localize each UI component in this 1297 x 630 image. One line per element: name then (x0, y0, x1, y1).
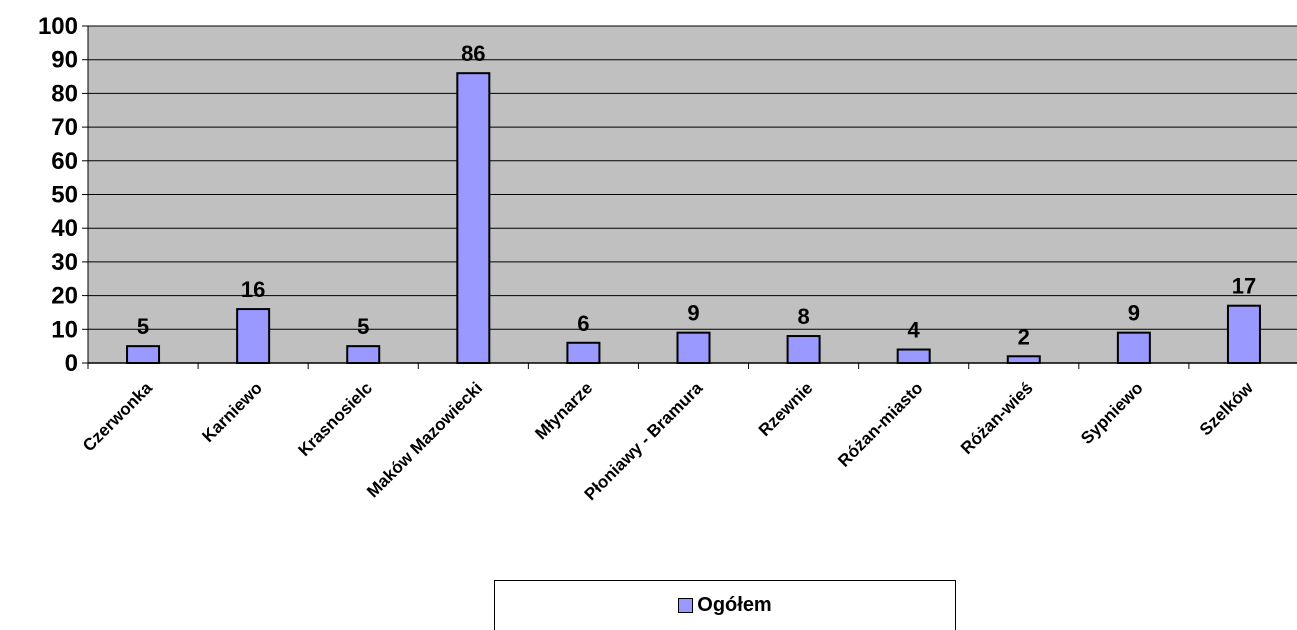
x-tick-label: Sypniewo (1077, 378, 1147, 448)
bar (1226, 304, 1261, 364)
x-tick-label: Rzewnie (755, 378, 817, 440)
x-tick-label: Maków Mazowiecki (363, 378, 486, 501)
data-label: 2 (1018, 324, 1030, 349)
x-tick-label: Różan-wieś (957, 378, 1037, 458)
y-tick-label: 80 (51, 80, 78, 107)
legend: Ogółem (494, 580, 956, 630)
y-tick-label: 60 (51, 148, 78, 175)
y-tick-label: 50 (51, 182, 78, 209)
bar (896, 348, 931, 364)
y-tick-label: 10 (51, 316, 78, 343)
data-label: 8 (797, 304, 809, 329)
bar (566, 341, 601, 364)
x-tick-label: Płoniawy - Bramura (581, 378, 707, 504)
data-label: 5 (357, 314, 369, 339)
x-tick-label: Karniewo (198, 378, 266, 446)
bar (786, 335, 821, 365)
x-tick-label: Różan-miasto (834, 378, 926, 470)
legend-label: Ogółem (697, 594, 772, 616)
data-label: 4 (908, 318, 921, 343)
x-tick-label: Krasnosielc (294, 378, 376, 460)
data-label: 9 (1128, 301, 1140, 326)
bar (346, 345, 381, 364)
y-tick-label: 100 (38, 13, 78, 40)
y-tick-label: 20 (51, 283, 78, 310)
y-tick-label: 30 (51, 249, 78, 276)
y-tick-label: 70 (51, 114, 78, 141)
bar (126, 345, 161, 364)
data-label: 6 (577, 311, 589, 336)
legend-swatch (678, 598, 694, 613)
bar (1116, 331, 1151, 365)
y-tick-label: 40 (51, 215, 78, 242)
data-label: 5 (137, 314, 149, 339)
x-tick-label: Młynarze (531, 378, 596, 443)
data-label: 17 (1232, 274, 1256, 299)
x-tick-label: Szelków (1196, 378, 1257, 439)
y-tick-label: 0 (65, 350, 78, 377)
bar (676, 331, 711, 365)
data-label: 9 (687, 301, 699, 326)
data-label: 86 (461, 41, 485, 66)
data-label: 16 (241, 277, 265, 302)
bar (236, 308, 271, 364)
bar (1006, 355, 1041, 365)
bar (456, 72, 491, 365)
x-tick-label: Czerwonka (79, 378, 156, 455)
y-tick-label: 90 (51, 47, 78, 74)
